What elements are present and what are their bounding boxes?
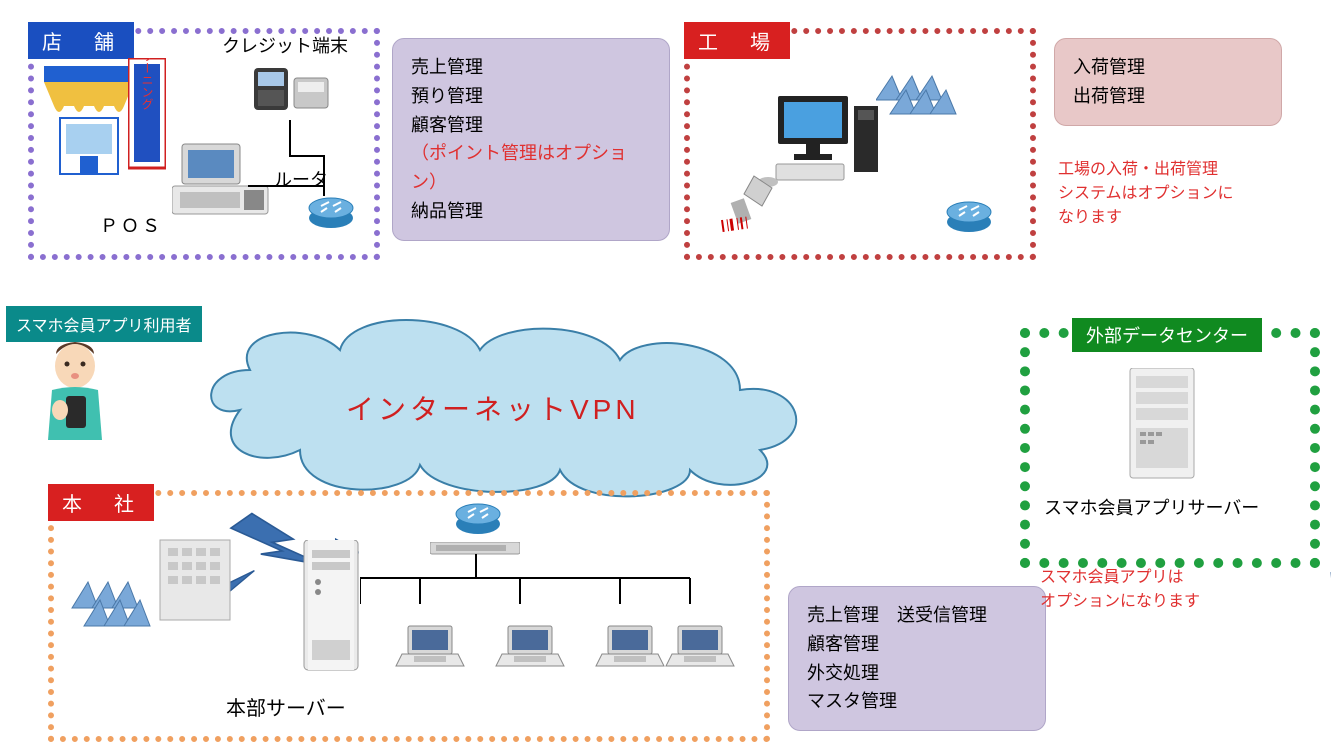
factory-title: 工 場	[684, 22, 790, 59]
store-info-line: 預り管理	[411, 82, 651, 111]
cloud-label: インターネットVPN	[346, 388, 640, 428]
hq-building-icon	[70, 530, 240, 640]
store-info-box: 売上管理 預り管理 顧客管理 （ポイント管理はオプション） 納品管理	[392, 38, 670, 241]
hq-info-line: マスタ管理	[807, 687, 1027, 716]
hq-laptop-icon	[590, 620, 670, 680]
factory-note: 工場の入荷・出荷管理 システムはオプションに なります	[1058, 158, 1234, 230]
hq-server-label: 本部サーバー	[226, 692, 346, 721]
datacenter-server-icon	[1120, 368, 1210, 488]
hq-router-icon	[450, 500, 510, 540]
smartphone-user-label: スマホ会員アプリ利用者	[6, 306, 202, 342]
hq-laptop-icon	[660, 620, 740, 680]
factory-roof-icon	[876, 60, 1006, 130]
store-info-option: （ポイント管理はオプション）	[411, 139, 651, 197]
hq-title: 本 社	[48, 484, 154, 521]
smartphone-user-icon	[30, 340, 120, 450]
factory-info-line: 入荷管理	[1073, 53, 1263, 82]
hq-info-line: 売上管理 送受信管理	[807, 601, 1027, 630]
datacenter-note: スマホ会員アプリは オプションになります	[1040, 566, 1200, 614]
factory-info-line: 出荷管理	[1073, 82, 1263, 111]
svg-text:クリーニング: クリーニング	[140, 58, 154, 110]
credit-terminal-icon	[246, 60, 336, 120]
credit-terminal-label: クレジット端末	[222, 32, 348, 58]
hq-info-box: 売上管理 送受信管理 顧客管理 外交処理 マスタ管理	[788, 586, 1046, 731]
hq-laptop-icon	[390, 620, 470, 680]
pos-label: ＰＯＳ	[100, 212, 163, 238]
factory-router-icon	[944, 200, 994, 240]
cleaning-banner-icon: クリーニング	[128, 58, 166, 178]
store-info-line: 売上管理	[411, 53, 651, 82]
factory-info-box: 入荷管理 出荷管理	[1054, 38, 1282, 126]
store-info-line: 納品管理	[411, 197, 651, 226]
hq-info-line: 顧客管理	[807, 630, 1027, 659]
hq-info-line: 外交処理	[807, 659, 1027, 688]
datacenter-server-label: スマホ会員アプリサーバー	[1044, 494, 1259, 520]
store-router-icon	[306, 196, 356, 236]
barcode-scanner-icon	[714, 170, 794, 240]
store-title: 店 舗	[28, 22, 134, 59]
hq-laptop-icon	[490, 620, 570, 680]
datacenter-title: 外部データセンター	[1072, 318, 1262, 352]
store-info-line: 顧客管理	[411, 111, 651, 140]
